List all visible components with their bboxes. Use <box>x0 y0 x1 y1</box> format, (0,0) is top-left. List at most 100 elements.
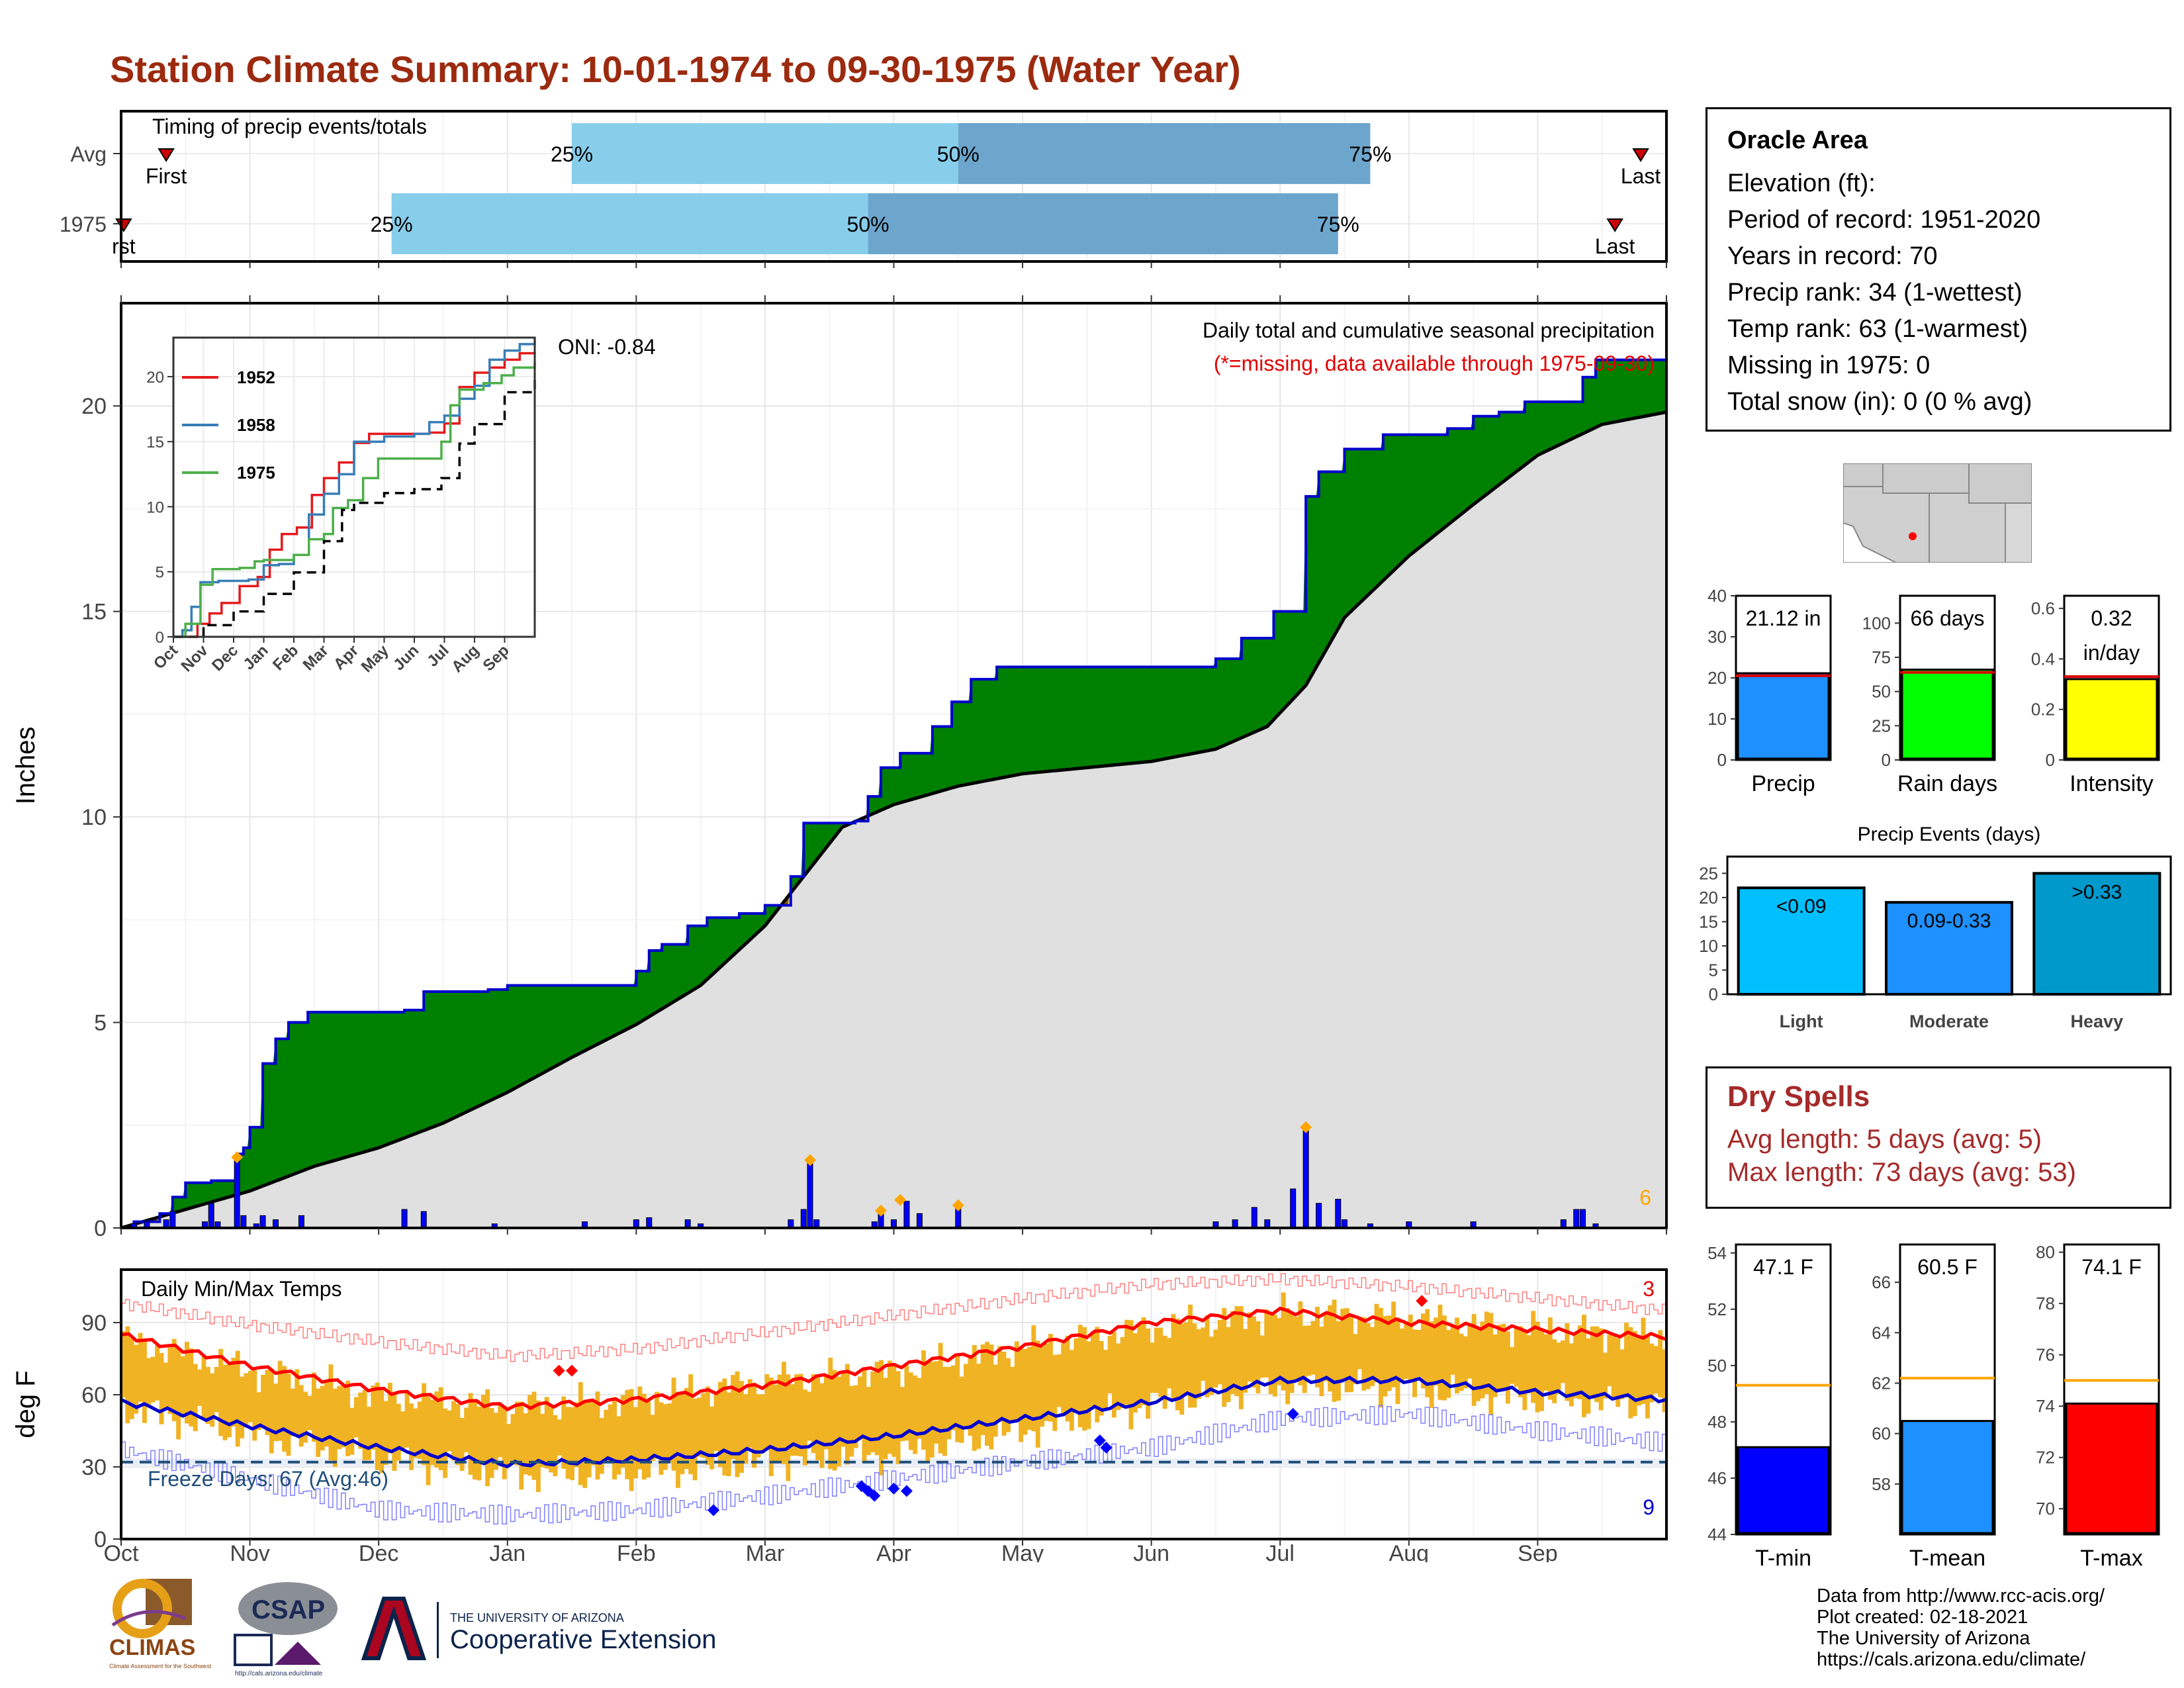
daily-precip-bar <box>916 1213 923 1229</box>
mini-bar-category-label: Rain days <box>1897 771 1997 796</box>
daily-temp-range-bar <box>1124 1319 1130 1405</box>
csap-mountain <box>275 1642 321 1665</box>
record-high-diamond <box>553 1364 565 1377</box>
record-high-diamond <box>566 1364 578 1377</box>
mini-y-tick-label: 66 <box>1872 1272 1891 1292</box>
daily-temp-range-bar <box>438 1387 443 1471</box>
daily-temp-range-bar <box>612 1397 617 1479</box>
daily-temp-range-bar <box>1019 1346 1024 1442</box>
daily-temp-range-bar <box>1531 1311 1536 1403</box>
daily-temp-range-bar <box>1637 1338 1642 1406</box>
climas-logo-sub: Climate Assessment for the Southwest <box>109 1663 212 1669</box>
daily-temp-range-bar <box>1302 1325 1307 1393</box>
daily-temp-range-bar <box>1336 1321 1341 1401</box>
events-y-tick-label: 25 <box>1699 863 1718 883</box>
daily-temp-range-bar <box>735 1371 740 1477</box>
daily-temp-range-bar <box>591 1399 596 1466</box>
daily-temp-range-bar <box>1547 1317 1553 1400</box>
daily-temp-range-bar <box>1441 1315 1447 1401</box>
timing-pct-label: 25% <box>371 212 413 236</box>
daily-temp-range-bar <box>1450 1325 1455 1375</box>
daily-temp-range-bar <box>913 1375 918 1454</box>
daily-temp-range-bar <box>853 1385 858 1448</box>
mini-y-tick-label: 44 <box>1707 1524 1727 1544</box>
mini-bar-value <box>1901 1420 1994 1534</box>
daily-temp-range-bar <box>1277 1318 1282 1385</box>
climas-logo-arc <box>111 1610 186 1627</box>
mini-y-tick-label: 46 <box>1707 1468 1727 1488</box>
daily-temp-range-bar <box>747 1379 752 1448</box>
daily-temp-range-bar <box>413 1408 418 1458</box>
daily-temp-range-bar <box>773 1384 778 1463</box>
timing-last-marker <box>1632 148 1649 162</box>
above-normal-area <box>159 902 784 1217</box>
map-state-e <box>2005 502 2032 563</box>
daily-temp-range-bar <box>210 1373 215 1427</box>
daily-temp-range-bar <box>163 1362 168 1409</box>
daily-temp-range-bar <box>341 1385 346 1448</box>
timing-row-label: 1975 <box>60 212 107 236</box>
daily-temp-range-bar <box>582 1402 588 1488</box>
daily-temp-range-bar <box>1141 1317 1146 1405</box>
mini-y-tick-label: 50 <box>1872 682 1891 702</box>
daily-temp-range-bar <box>480 1395 486 1465</box>
info-period: Period of record: 1951-2020 <box>1727 206 2041 234</box>
daily-temp-range-bar <box>608 1404 613 1462</box>
daily-temp-range-bar <box>447 1410 452 1452</box>
mini-bar-category-label: T-mean <box>1909 1546 1985 1571</box>
daily-temp-range-bar <box>1476 1329 1481 1401</box>
daily-temp-range-bar <box>1315 1307 1320 1387</box>
daily-temp-range-bar <box>345 1380 350 1456</box>
daily-temp-range-bar <box>1251 1316 1256 1388</box>
precip-events-chart: Precip Events (days) <0.09 Light 0.09-0.33 M… <box>1699 823 2172 1031</box>
inset-y-tick-label: 5 <box>156 564 164 582</box>
precip-timing-chart: 25% 50% 75% First Last Avg 25% 50% 75% rst Last 197… <box>60 110 1668 268</box>
daily-temp-range-bar <box>934 1361 939 1444</box>
daily-temp-range-bar <box>1171 1314 1176 1402</box>
daily-temp-range-bar <box>404 1393 410 1448</box>
daily-temp-range-bar <box>1603 1352 1608 1399</box>
daily-temp-range-bar <box>324 1382 329 1447</box>
daily-temp-range-bar <box>1459 1333 1464 1391</box>
heavy-precip-diamond <box>894 1194 907 1206</box>
month-tick-label: Mar <box>746 1541 785 1562</box>
daily-temp-range-bar <box>451 1401 456 1461</box>
csap-logo: CSAP http://cals.arizona.edu/climate <box>234 1582 338 1677</box>
daily-temp-range-bar <box>184 1342 189 1424</box>
above-normal-area <box>868 359 1666 816</box>
mini-bar-category-label: Intensity <box>2070 771 2154 796</box>
daily-temp-range-bar <box>1001 1352 1007 1436</box>
daily-temp-range-bar <box>1120 1336 1125 1409</box>
daily-temp-range-bar <box>176 1348 181 1440</box>
daily-temp-range-bar <box>295 1369 300 1436</box>
daily-temp-range-bar <box>794 1374 799 1456</box>
daily-temp-range-bar <box>1175 1318 1180 1411</box>
month-tick-label: Apr <box>876 1541 911 1562</box>
daily-temp-range-bar <box>908 1372 913 1450</box>
credit-url: https://cals.arizona.edu/climate/ <box>1817 1649 2086 1670</box>
daily-temp-range-bar <box>498 1404 503 1458</box>
mini-bar-value <box>1737 672 1830 760</box>
timing-last-marker-label: Last <box>1595 234 1635 258</box>
daily-temp-range-bar <box>1031 1325 1036 1432</box>
mini-y-tick-label: 52 <box>1707 1299 1727 1319</box>
daily-temp-range-bar <box>858 1376 863 1440</box>
daily-temp-range-bar <box>261 1374 266 1427</box>
daily-temp-range-bar <box>904 1365 909 1441</box>
daily-temp-range-bar <box>1577 1325 1582 1399</box>
daily-temp-range-bar <box>1399 1329 1404 1382</box>
timing-pct-label: 50% <box>847 212 889 236</box>
daily-temp-range-bar <box>1429 1321 1434 1408</box>
map-state-new-mexico <box>1929 492 2006 563</box>
record-max-line <box>121 1273 1667 1362</box>
info-years: Years in record: 70 <box>1727 242 1938 270</box>
daily-temp-range-bar <box>1289 1313 1295 1393</box>
timing-pct-label: 75% <box>1317 212 1359 236</box>
daily-temp-range-bar <box>222 1364 228 1440</box>
oni-label: ONI: -0.84 <box>558 335 656 359</box>
daily-precip-bar <box>1335 1199 1342 1229</box>
csap-grid <box>234 1634 273 1666</box>
daily-temp-range-bar <box>1463 1336 1468 1389</box>
daily-temp-range-bar <box>1624 1323 1629 1398</box>
daily-temp-range-bar <box>1162 1335 1167 1409</box>
